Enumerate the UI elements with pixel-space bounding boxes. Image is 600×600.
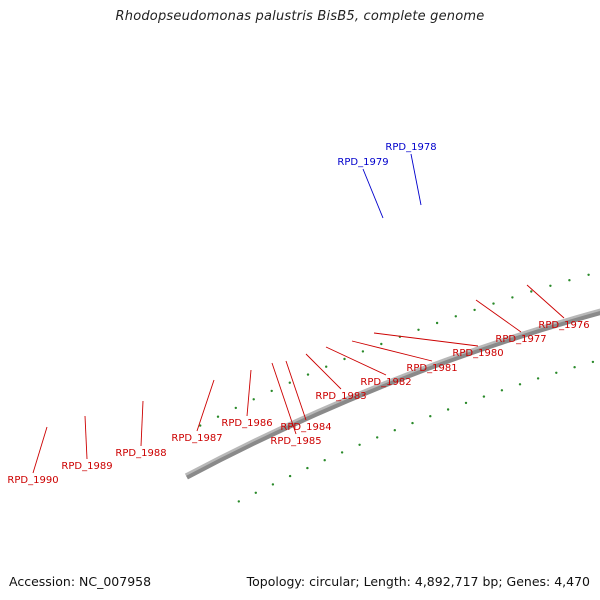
gene-label-leader xyxy=(196,379,215,432)
ruler-tick xyxy=(429,415,432,418)
ruler-tick xyxy=(454,315,457,318)
ruler-tick xyxy=(323,459,326,462)
ruler-tick xyxy=(393,429,396,432)
ruler-tick xyxy=(343,357,346,361)
gene-label: RPD_1976 xyxy=(538,320,589,331)
ruler-tick xyxy=(482,395,486,398)
ruler-tick xyxy=(518,383,522,386)
gene-label: RPD_1988 xyxy=(115,448,166,459)
ruler-tick xyxy=(473,308,476,312)
gene-label-leader xyxy=(325,346,387,376)
ruler-tick xyxy=(435,321,439,325)
accession-text: Accession: NC_007958 xyxy=(9,574,152,589)
gene-label-leader xyxy=(526,284,565,319)
gene-label: RPD_1980 xyxy=(452,348,503,359)
outer-ruler xyxy=(199,273,590,427)
ruler-tick xyxy=(411,421,414,425)
gene-label: RPD_1983 xyxy=(315,391,366,402)
ruler-tick xyxy=(417,328,420,331)
gene-label: RPD_1989 xyxy=(61,461,112,472)
gene-label-leader xyxy=(475,299,522,333)
inner-ruler xyxy=(237,360,595,503)
gene-label: RPD_1977 xyxy=(495,334,546,345)
gene-label: RPD_1986 xyxy=(221,418,272,429)
gene-label-leader xyxy=(140,400,144,447)
gene-label: RPD_1979 xyxy=(337,157,388,168)
ruler-tick xyxy=(252,398,255,401)
ruler-tick xyxy=(306,373,310,376)
ruler-tick xyxy=(555,371,558,374)
gene-label: RPD_1990 xyxy=(7,475,58,486)
ruler-tick xyxy=(237,500,240,503)
gene-label-leader xyxy=(305,353,342,390)
gene-label-leader xyxy=(351,340,433,362)
ruler-tick xyxy=(216,415,220,418)
ruler-tick xyxy=(270,389,273,393)
gene-label-leader xyxy=(285,360,307,421)
ruler-tick xyxy=(306,466,309,470)
ruler-tick xyxy=(325,365,328,368)
ruler-tick xyxy=(288,474,292,478)
ruler-tick xyxy=(573,366,576,369)
page-title: Rhodopseudomonas palustris BisB5, comple… xyxy=(115,9,485,24)
gene-label-leader xyxy=(373,332,479,347)
ruler-tick xyxy=(511,296,514,299)
ruler-tick xyxy=(500,389,504,392)
ruler-tick xyxy=(536,377,540,380)
gene-label-leader xyxy=(271,362,297,435)
ruler-tick xyxy=(361,350,365,353)
genome-summary-text: Topology: circular; Length: 4,892,717 bp… xyxy=(246,574,590,589)
gene-label-leader xyxy=(362,168,384,219)
ruler-tick xyxy=(340,451,344,454)
gene-label: RPD_1987 xyxy=(171,433,222,444)
gene-label: RPD_1981 xyxy=(406,363,457,374)
ruler-tick xyxy=(234,406,237,410)
gene-label-leader xyxy=(246,369,252,417)
ruler-tick xyxy=(530,290,533,293)
gene-label: RPD_1982 xyxy=(360,377,411,388)
ruler-tick xyxy=(199,424,202,427)
ruler-tick xyxy=(271,483,275,486)
ruler-tick xyxy=(254,491,257,494)
ruler-tick xyxy=(549,284,552,287)
gene-label-leader xyxy=(84,415,88,460)
ruler-tick xyxy=(288,381,291,384)
backbone-highlight xyxy=(184,308,600,477)
gene-label: RPD_1978 xyxy=(385,142,436,153)
ruler-tick xyxy=(492,302,495,305)
ruler-tick xyxy=(568,279,571,282)
ruler-tick xyxy=(358,443,361,446)
ruler-tick xyxy=(376,436,379,439)
ruler-tick xyxy=(464,401,468,405)
ruler-tick xyxy=(446,408,450,411)
ruler-tick xyxy=(591,360,595,364)
ruler-tick xyxy=(587,273,590,276)
ruler-tick xyxy=(380,342,383,346)
gene-label-leader xyxy=(32,426,48,474)
gene-label-leader xyxy=(410,153,422,206)
genome-backbone xyxy=(186,311,600,480)
gene-label: RPD_1985 xyxy=(270,436,321,447)
gene-label: RPD_1984 xyxy=(280,422,331,433)
